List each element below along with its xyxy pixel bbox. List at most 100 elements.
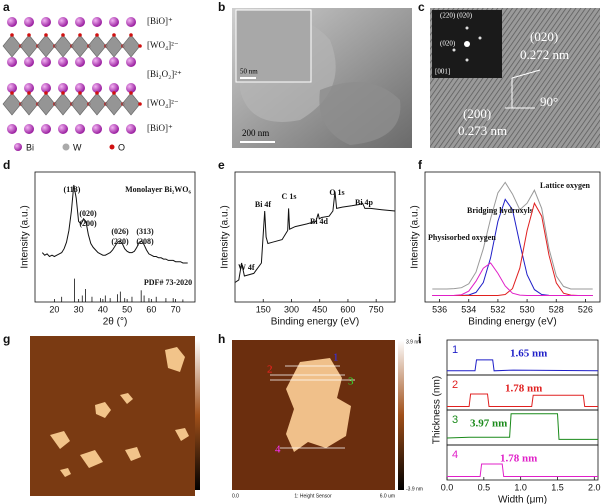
x-tick-label: 60	[146, 304, 156, 314]
scale-label: 200 nm	[242, 128, 269, 138]
series-line	[446, 413, 598, 440]
x-tick-label: 534	[461, 304, 476, 314]
y-axis-label: Intensity (a.u.)	[20, 205, 31, 268]
bi-atom	[24, 83, 34, 93]
bi-atom	[92, 17, 102, 27]
colorbar-min: -3.9 nm	[406, 486, 423, 492]
y-axis-label: Thickness (nm)	[432, 376, 443, 444]
wo6-octahedron	[53, 92, 73, 116]
legend-bi	[14, 143, 22, 151]
x-tick-label: 750	[369, 304, 384, 314]
angle-label: 90°	[540, 94, 558, 109]
bi-atom	[92, 124, 102, 134]
o-atom	[112, 91, 116, 95]
o-atom	[78, 91, 82, 95]
x-tick-label: 40	[98, 304, 108, 314]
flake	[286, 358, 351, 452]
profile-number: 2	[267, 364, 273, 376]
wo6-octahedron	[70, 34, 90, 58]
x-tick-label: 530	[520, 304, 535, 314]
step-height-label: 1.65 nm	[510, 348, 547, 360]
series-line	[447, 463, 598, 477]
layer-label: [BiO]⁺	[147, 16, 173, 26]
series-line	[41, 184, 188, 264]
wo6-octahedron	[53, 34, 73, 58]
step-height-label: 3.97 nm	[470, 418, 507, 430]
axis-start: 0.0	[232, 493, 239, 499]
bi-atom	[24, 124, 34, 134]
annotation: Bi 4f	[255, 200, 272, 209]
saed-spot	[478, 36, 482, 40]
plot-frame	[446, 444, 599, 481]
bi-atom	[7, 124, 17, 134]
panel-label: c	[418, 0, 425, 14]
bi-atom	[58, 83, 68, 93]
profile-number: 4	[275, 444, 281, 456]
bi-atom	[58, 17, 68, 27]
bi-atom	[75, 57, 85, 67]
x-tick-label: 30	[74, 304, 84, 314]
bi-atom	[7, 57, 17, 67]
x-axis-label: 2θ (°)	[103, 317, 128, 328]
colorbar	[398, 340, 404, 490]
wo6-octahedron	[2, 34, 22, 58]
bi-atom	[109, 83, 119, 93]
o-atom	[61, 91, 65, 95]
annotation: Bi 4p	[355, 198, 374, 207]
profile-number: 2	[452, 379, 458, 391]
panel-label: e	[218, 158, 225, 172]
bi-atom	[126, 124, 136, 134]
wo6-octahedron	[36, 92, 56, 116]
bi-atom	[41, 83, 51, 93]
wo6-octahedron	[87, 92, 107, 116]
o-atom	[95, 33, 99, 37]
guide-lines	[505, 69, 541, 109]
series-line	[234, 191, 396, 283]
x-tick-label: 0.5	[478, 482, 491, 492]
annotation: (020)	[79, 209, 97, 218]
bi-atom	[58, 57, 68, 67]
annotation: (313)	[136, 227, 154, 236]
annotation: (026)	[111, 227, 129, 236]
series-label: Lattice oxygen	[540, 181, 591, 190]
x-tick-label: 536	[432, 304, 447, 314]
wo6-octahedron	[87, 34, 107, 58]
bi-atom	[92, 83, 102, 93]
series-line	[432, 262, 593, 296]
panel-label: i	[418, 332, 421, 346]
plot-frame	[234, 171, 396, 303]
x-tick-label: 1.5	[551, 482, 564, 492]
bi-atom	[109, 57, 119, 67]
wo6-octahedron	[2, 92, 22, 116]
bi-atom	[24, 57, 34, 67]
profile-number: 1	[452, 344, 458, 356]
layer-label: [WO₄]²⁻	[147, 98, 179, 108]
series-label: Bridging hydroxyls	[467, 206, 533, 215]
panel-label: d	[3, 158, 10, 172]
channel: 1: Height Sensor	[294, 493, 332, 499]
saed-spot	[452, 48, 456, 52]
panel-label: g	[3, 332, 10, 346]
o-atom	[138, 102, 142, 106]
o-atom	[138, 44, 142, 48]
saed-label: (220) (020)	[440, 12, 473, 20]
bi-atom	[75, 17, 85, 27]
series-line	[432, 181, 593, 290]
layer-label: [BiO]⁺	[147, 123, 173, 133]
saed-label: (020)	[440, 40, 456, 48]
lattice-label: 0.272 nm	[520, 47, 569, 62]
scale-label: 50 nm	[240, 68, 258, 76]
wo6-octahedron	[104, 34, 124, 58]
panel-label: f	[418, 158, 423, 172]
wo6-octahedron	[19, 34, 39, 58]
plot-frame	[424, 171, 601, 303]
x-tick-label: 20	[49, 304, 59, 314]
bi-atom	[41, 17, 51, 27]
x-tick-label: 528	[549, 304, 564, 314]
annotation: C 1s	[282, 192, 297, 201]
saed-spot	[465, 58, 469, 62]
profile-number: 1	[333, 352, 339, 364]
x-tick-label: 300	[284, 304, 299, 314]
annotation: PDF# 73-2020	[144, 278, 192, 287]
